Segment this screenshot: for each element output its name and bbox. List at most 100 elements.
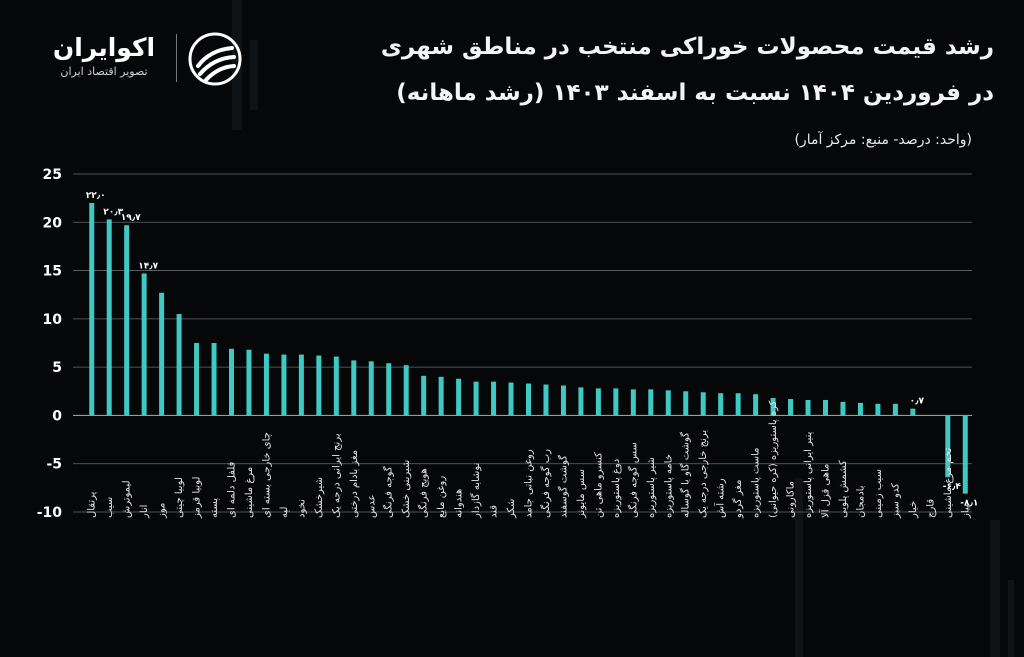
category-label: فلفل دلمه ای (227, 461, 238, 518)
chart-title-line-2: در فروردین ۱۴۰۴ نسبت به اسفند ۱۴۰۳ (رشد … (396, 80, 994, 106)
bar (700, 392, 706, 416)
bar (229, 348, 234, 416)
bar (159, 292, 165, 416)
bar (141, 273, 147, 416)
category-label: عدس (366, 495, 377, 518)
bar (648, 389, 654, 416)
category-label: چای خارجی بسته ای (261, 432, 272, 518)
background-candle (990, 520, 1000, 657)
category-label: خیار (908, 501, 919, 519)
y-tick-label: 25 (43, 167, 62, 183)
unit-source-note: (واحد: درصد- منبع: مرکز آمار) (794, 132, 972, 148)
bar (613, 388, 619, 416)
y-tick-label: 15 (43, 264, 62, 280)
category-label: هویج فرنگی (418, 468, 430, 518)
category-label: نوشابه گازدار (470, 463, 482, 519)
bar (910, 408, 916, 416)
category-label: دوغ پاستوریزه (611, 459, 622, 518)
category-label: شیر پاستوریزه (646, 457, 657, 518)
bar (473, 381, 479, 416)
bar (246, 349, 252, 416)
category-label: سیب (104, 497, 115, 518)
bar (368, 361, 374, 416)
bar (263, 353, 269, 416)
category-label: روغن نباتی جامد (524, 449, 535, 518)
bar (665, 390, 671, 416)
grid-layer (73, 173, 972, 513)
bar (595, 388, 601, 416)
category-label: شیرینی خشک (401, 460, 412, 518)
category-label: لوبیا چیتی (174, 477, 185, 518)
category-label: موز (157, 503, 168, 519)
category-label: مغز گردو (732, 480, 744, 519)
category-label: گوشت گاو یا گوساله (680, 432, 692, 518)
category-label: لیموترش (122, 480, 133, 518)
category-label: شیرخشک (314, 477, 325, 518)
category-label: پرتقال (87, 491, 98, 518)
bar (840, 401, 846, 416)
category-label: ماست پاستوریزه (751, 447, 762, 518)
bar (788, 399, 794, 416)
bar (106, 219, 112, 416)
background-candle (795, 478, 803, 657)
data-label: ۱۹٫۷ (121, 213, 141, 223)
category-label: رب گوجه فرنگی (540, 449, 552, 518)
data-label: ۰٫۷ (910, 397, 925, 407)
category-label: انار (139, 505, 150, 519)
category-label: گوجه فرنگی (383, 466, 395, 518)
bar (491, 381, 497, 416)
y-axis-ticks: -10 -5 0 5 10 15 20 25 (37, 167, 63, 521)
category-label: سیب زمینی (873, 469, 884, 518)
bar (823, 399, 828, 416)
bar (298, 354, 304, 416)
y-tick-label: 10 (43, 312, 63, 328)
data-label: -۶٫۴ (943, 482, 962, 492)
category-label: نخود (296, 499, 307, 518)
data-labels: ۲۲٫۰ ۲۰٫۳۱۹٫۷ ۱۴٫۷ ۰٫۷ -۶٫۴ -۸٫۱ (86, 191, 979, 509)
category-labels: پرتقال سیب لیموترش انار موز لوبیا چیتی لوبیا ق… (87, 400, 972, 519)
y-tick-label: -10 (37, 505, 63, 521)
bar (892, 403, 898, 416)
bar (386, 363, 392, 416)
category-label: تخم مرغ ماشینی (943, 448, 954, 518)
category-label: کره پاستوریزه (کره حیوانی) (768, 400, 779, 518)
bar (543, 384, 549, 416)
bar (421, 375, 427, 416)
bar (805, 399, 811, 416)
category-label: پیاز (960, 504, 971, 519)
bar (438, 376, 444, 416)
logo-text: اکوایران تصویر اقتصاد ایران (38, 32, 170, 80)
bar (770, 398, 776, 416)
bar (351, 360, 357, 416)
background-candle (1008, 580, 1014, 657)
bar (683, 391, 689, 416)
bar (403, 365, 409, 416)
category-label: برنج خارجی درجه یک (698, 430, 709, 518)
logo-name: اکوایران (52, 33, 156, 62)
bar (508, 382, 514, 416)
bar (718, 393, 724, 416)
bar (281, 354, 287, 416)
bar (875, 403, 881, 416)
category-label: پسته (209, 498, 220, 518)
ecoiran-logo: اکوایران تصویر اقتصاد ایران (30, 30, 242, 90)
y-tick-label: 5 (52, 360, 62, 376)
logo-divider (176, 34, 177, 82)
bar (753, 394, 759, 416)
bar (333, 356, 339, 416)
category-label: برنج ایرانی درجه یک (331, 433, 342, 518)
background-candle (232, 0, 242, 130)
chart-title: رشد قیمت محصولات خوراکی منتخب در مناطق ش… (381, 24, 994, 116)
category-label: سس مایونز (576, 469, 587, 519)
category-label: روغن مایع (436, 476, 447, 518)
y-tick-label: 0 (52, 408, 62, 424)
bar (211, 343, 217, 416)
bar (124, 225, 130, 416)
category-label: رشته آش (714, 478, 727, 518)
bar (560, 385, 566, 416)
category-label: سس گوجه فرنگی (627, 442, 639, 518)
category-label: گوشت گوسفند (557, 455, 569, 518)
chart-title-line-1: رشد قیمت محصولات خوراکی منتخب در مناطق ش… (380, 34, 994, 60)
category-label: مغز بادام درختی (349, 450, 360, 518)
